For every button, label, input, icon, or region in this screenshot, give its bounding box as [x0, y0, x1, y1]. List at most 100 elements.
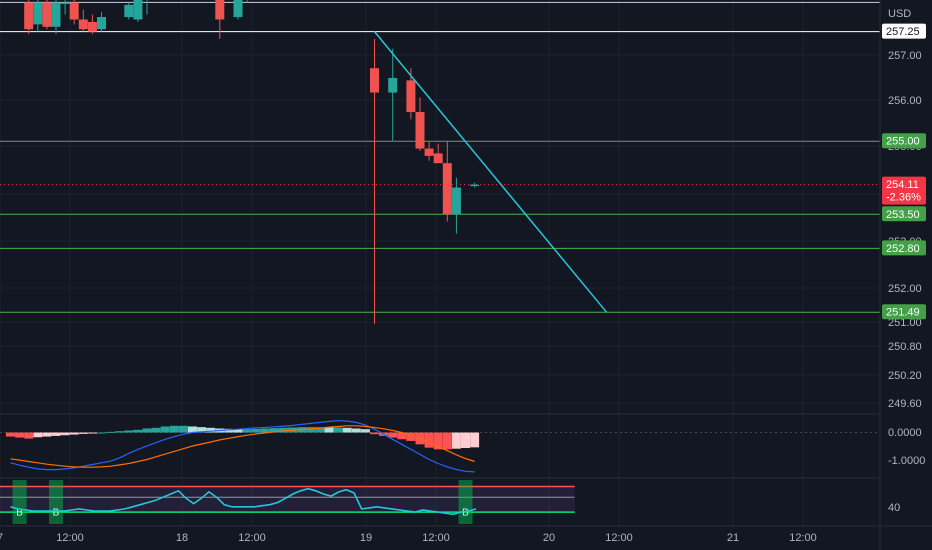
current-price-tag — [882, 176, 926, 205]
macd-histogram-bar — [24, 432, 34, 439]
macd-histogram-bar — [15, 432, 25, 438]
macd-histogram-bar — [306, 427, 316, 433]
level-price-label: 255.00 — [886, 136, 920, 148]
level-price-label: 252.80 — [886, 243, 920, 255]
macd-histogram-bar — [33, 432, 43, 438]
macd-histogram-bar — [60, 432, 70, 436]
candle-body — [97, 17, 106, 30]
bullish-signal-label: B — [462, 507, 469, 518]
candle-body — [406, 80, 416, 113]
macd-histogram-bar — [224, 428, 234, 433]
macd-histogram-bar — [470, 432, 480, 448]
candle-body — [215, 0, 225, 20]
macd-histogram-bar — [51, 432, 61, 436]
time-axis-label: 12:00 — [422, 532, 450, 544]
macd-histogram-bar — [124, 430, 134, 433]
price-axis-tick: 249.60 — [888, 398, 922, 410]
macd-histogram-bar — [97, 432, 106, 434]
macd-histogram-bar — [188, 426, 197, 433]
price-axis-tick: 250.80 — [888, 341, 922, 353]
macd-histogram-bar — [397, 432, 407, 440]
trendline-layer — [373, 31, 608, 313]
macd-histogram-bar — [424, 432, 434, 448]
time-axis-label: 12:00 — [605, 532, 633, 544]
macd-histogram-bar — [142, 428, 152, 433]
macd-histogram-bar — [78, 432, 88, 434]
level-price-label: 257.25 — [886, 26, 920, 38]
level-price-tag — [882, 23, 926, 39]
time-axis[interactable]: 7 12:00 18 12:00 19 12:00 20 12:00 21 12:00 — [0, 532, 817, 544]
time-axis-label: 21 — [727, 532, 739, 544]
candle-body — [388, 77, 398, 93]
bullish-signal-zone — [458, 480, 473, 524]
price-axis-tick: 250.20 — [888, 370, 922, 382]
current-price-change: -2.36% — [886, 192, 921, 204]
macd-histogram-bar — [69, 432, 79, 435]
candle-body — [424, 148, 434, 156]
level-price-tag — [882, 240, 926, 256]
time-axis-label: 20 — [543, 532, 555, 544]
macd-signal-line — [10, 425, 475, 468]
currency-label: USD — [888, 8, 911, 20]
level-price-tag — [882, 133, 926, 149]
macd-histogram-bar — [360, 429, 370, 433]
level-price-tag — [882, 304, 926, 320]
macd-histogram-bar — [333, 427, 343, 433]
macd-histogram-bar — [433, 432, 443, 450]
macd-axis-tick: -1.0000 — [888, 455, 925, 467]
time-axis-label: 12:00 — [238, 532, 266, 544]
price-axis-tick: 257.00 — [888, 50, 922, 62]
macd-histogram-bar — [206, 427, 216, 433]
candle-body — [78, 19, 88, 30]
macd-histogram-bar — [451, 432, 461, 449]
candle-body — [370, 68, 379, 93]
level-price-label: 253.50 — [886, 209, 920, 221]
rsi-axis-tick: 40 — [888, 502, 900, 514]
macd-histogram-bar — [169, 425, 179, 433]
horizontal-levels — [0, 1, 880, 313]
macd-histogram-bar — [251, 428, 261, 433]
candle-body — [233, 0, 243, 18]
trendline — [373, 31, 608, 313]
candle-body — [42, 2, 52, 27]
macd-histogram-bar — [324, 427, 334, 433]
macd-histogram-bar — [260, 428, 270, 433]
macd-histogram-bar — [370, 432, 379, 435]
macd-histogram-bar — [315, 427, 325, 433]
grid-lines — [0, 0, 880, 526]
candle-body — [33, 2, 43, 25]
macd-histogram-bar — [133, 429, 143, 433]
macd-histogram-bar — [178, 425, 188, 433]
candle-body — [24, 2, 34, 30]
macd-histogram-bar — [197, 427, 207, 433]
macd-histogram-bar — [342, 427, 352, 433]
macd-histogram-bar — [279, 427, 288, 433]
rsi-band-fill — [0, 486, 575, 513]
level-price-tag — [882, 206, 926, 222]
macd-histogram-bar — [388, 432, 398, 438]
price-axis-tick: 251.00 — [888, 317, 922, 329]
candle-body — [442, 163, 452, 215]
time-axis-label: 18 — [176, 532, 188, 544]
candle-body — [51, 2, 61, 27]
candle-body — [433, 153, 443, 164]
macd-histogram-bar — [351, 428, 361, 433]
macd-axis-tick: 0.0000 — [888, 427, 922, 439]
price-axis[interactable]: USD 257.00256.00255.00254.00253.00252.00… — [882, 8, 926, 514]
candle-body — [133, 0, 143, 20]
candle-body — [60, 2, 70, 4]
price-axis-tick: 252.00 — [888, 283, 922, 295]
macd-histogram-bar — [115, 431, 125, 433]
macd-histogram-bar — [160, 426, 170, 433]
macd-histogram-bar — [6, 432, 15, 437]
candle-body — [69, 2, 79, 20]
time-axis-label: 19 — [360, 532, 372, 544]
macd-histogram-bar — [461, 432, 470, 449]
time-axis-label: 12:00 — [789, 532, 817, 544]
macd-histogram-bar — [233, 429, 243, 433]
macd-histogram-bar — [42, 432, 52, 437]
candle-body — [470, 184, 480, 187]
bullish-signal-label: B — [53, 507, 60, 518]
